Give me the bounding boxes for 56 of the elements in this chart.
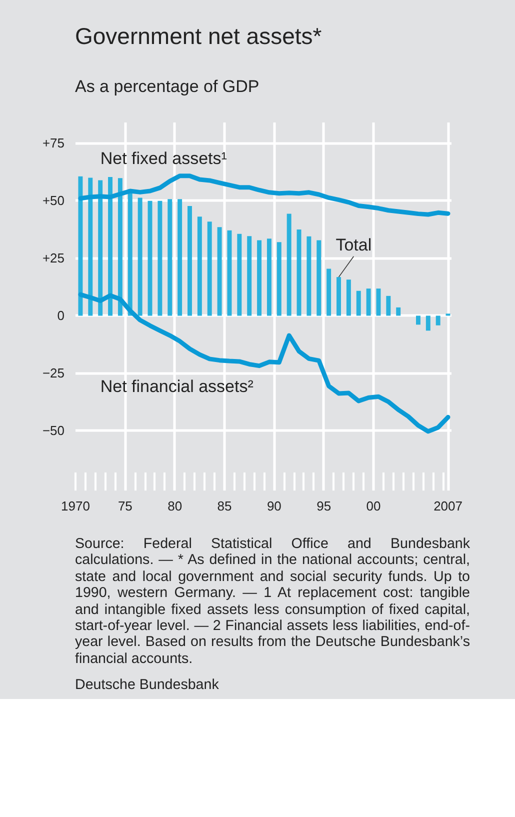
bar (306, 236, 312, 316)
bar (286, 214, 292, 316)
bar (247, 236, 252, 316)
series-label: Total (336, 235, 372, 254)
x-tick-label: 00 (366, 498, 381, 514)
bar (336, 277, 341, 316)
series-label: Net fixed assets¹ (100, 148, 228, 168)
source-note: Source: Federal Statistical Office and Bundesbank calculations. — * As defined in the national accounts; central, state and local government and social security funds. Up to 1990, western Germany. — 1 At replacement cost: tangible and intangible fixed assets less consumption of fixed capital, start-of-year level. — 2 Financial assets less liabilities, end-of-year level. Based on results from the Deutsche Bundesbank’s financial accounts. (75, 536, 470, 668)
bar (237, 234, 242, 316)
x-tick-label: 90 (266, 498, 282, 514)
bar (257, 240, 262, 316)
bar (78, 176, 83, 316)
y-tick-label: −50 (42, 423, 65, 438)
bar (436, 316, 440, 326)
bar (366, 288, 371, 316)
chart-title: Government net assets* (75, 22, 322, 51)
bar (266, 238, 272, 316)
x-tick-label: 1970 (61, 498, 90, 514)
bar (316, 240, 322, 316)
bar (396, 307, 401, 316)
bar (98, 180, 103, 316)
x-tick-label: 85 (217, 498, 232, 514)
bar (128, 189, 132, 316)
bar (217, 227, 222, 316)
bar (88, 178, 93, 316)
y-tick-label: −25 (42, 366, 65, 381)
line-series (78, 174, 450, 217)
bar (188, 206, 192, 316)
bar (108, 177, 113, 316)
y-tick-label: +50 (42, 193, 65, 208)
x-tick-label: 95 (316, 498, 332, 514)
chart-subtitle: As a percentage of GDP (75, 76, 260, 98)
bar (346, 280, 351, 316)
bar (178, 199, 182, 316)
bar (426, 316, 430, 331)
bar (276, 242, 282, 316)
x-tick-label: 2007 (434, 498, 462, 514)
x-tick-label: 75 (118, 498, 132, 514)
bar (158, 200, 162, 316)
line-series (78, 292, 450, 434)
bar (138, 198, 142, 316)
text: Deutsche Bundesbank (75, 676, 220, 694)
bar (207, 222, 212, 316)
bar (326, 268, 332, 316)
bar (197, 216, 202, 316)
bar (386, 296, 391, 316)
y-tick-label: +75 (42, 136, 65, 151)
bar (118, 178, 122, 316)
series-label: Net financial assets² (100, 376, 254, 396)
x-tick-label: 80 (168, 498, 182, 514)
y-tick-label: +25 (42, 250, 65, 266)
bar (356, 290, 361, 316)
bar (416, 316, 420, 325)
y-tick-label: 0 (57, 308, 65, 324)
bar (168, 199, 172, 316)
bar (227, 230, 232, 316)
